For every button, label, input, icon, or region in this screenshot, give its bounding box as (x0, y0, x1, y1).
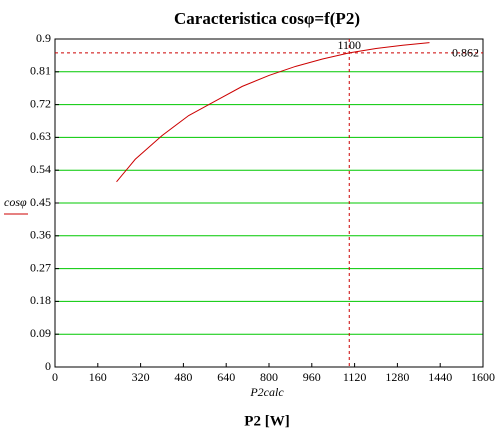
x-tick-label: 800 (260, 370, 278, 384)
x-tick-label: 640 (217, 370, 235, 384)
plot-frame (54, 38, 484, 368)
x-axis-title: P2 [W] (244, 413, 289, 429)
y-tick-label: 0.27 (30, 260, 51, 274)
x-tick-label: 1600 (471, 370, 495, 384)
y-marker-label: 0.862 (452, 46, 479, 60)
x-tick-label: 1280 (385, 370, 409, 384)
legend-label: cosφ (4, 195, 27, 209)
y-tick-label: 0.54 (30, 162, 51, 176)
x-variable: P2calc (249, 385, 284, 399)
x-tick-label: 960 (303, 370, 321, 384)
x-tick-label: 480 (174, 370, 192, 384)
x-tick-label: 1440 (428, 370, 452, 384)
x-tick-label: 1120 (343, 370, 367, 384)
x-marker-label: 1100 (337, 38, 361, 52)
y-tick-label: 0.72 (30, 96, 51, 110)
chart-title: Caracteristica cosφ=f(P2) (174, 9, 360, 28)
y-tick-label: 0.45 (30, 195, 51, 209)
x-tick-label: 160 (89, 370, 107, 384)
y-tick-label: 0 (45, 359, 51, 373)
y-tick-label: 0.36 (30, 228, 51, 242)
y-tick-label: 0.63 (30, 129, 51, 143)
y-tick-label: 0.18 (30, 293, 51, 307)
x-tick-label: 320 (132, 370, 150, 384)
y-tick-label: 0.81 (30, 64, 51, 78)
line (116, 42, 430, 183)
x-tick-label: 0 (52, 370, 58, 384)
y-tick-label: 0.09 (30, 326, 51, 340)
y-tick-label: 0.9 (36, 31, 51, 45)
